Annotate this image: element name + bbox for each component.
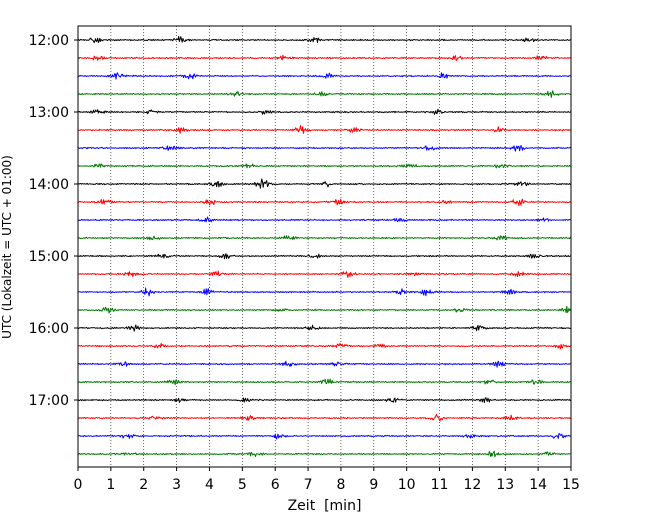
trace-1445 — [77, 235, 572, 241]
trace-1345 — [77, 163, 572, 169]
x-tick-label: 15 — [562, 477, 580, 493]
y-tick-label: 12:00 — [29, 33, 69, 49]
y-axis-label: UTC (Lokalzeit = UTC + 01:00) — [0, 155, 14, 339]
y-tick-label: 16:00 — [29, 321, 69, 337]
x-axis-ticks: 0 1 2 3 4 5 6 7 8 9 10 11 12 13 14 15 — [74, 467, 580, 493]
x-tick-label: 0 — [74, 477, 83, 493]
trace-1315 — [77, 125, 572, 134]
trace-1330 — [78, 145, 572, 152]
y-tick-label: 15:00 — [29, 249, 69, 265]
trace-1215 — [77, 54, 572, 61]
y-tick-label: 17:00 — [29, 393, 69, 409]
x-tick-label: 14 — [529, 477, 547, 493]
trace-1530 — [77, 287, 572, 297]
y-tick-label: 14:00 — [29, 177, 69, 193]
plot-frame — [77, 25, 572, 468]
trace-1615 — [77, 342, 572, 350]
x-tick-label: 5 — [238, 477, 247, 493]
x-tick-label: 1 — [106, 477, 115, 493]
x-tick-label: 2 — [139, 477, 148, 493]
trace-1715 — [77, 414, 572, 422]
x-tick-label: 3 — [172, 477, 181, 493]
y-tick-label: 13:00 — [29, 105, 69, 121]
x-tick-label: 13 — [496, 477, 514, 493]
trace-1400 — [77, 178, 572, 189]
x-tick-label: 6 — [271, 477, 280, 493]
trace-1200 — [77, 35, 572, 44]
trace-1645 — [77, 378, 572, 386]
trace-1300 — [77, 108, 572, 115]
trace-1545 — [77, 305, 572, 314]
x-tick-label: 10 — [398, 477, 416, 493]
trace-1230 — [77, 72, 572, 80]
x-tick-label: 11 — [431, 477, 449, 493]
trace-1730 — [77, 433, 572, 440]
trace-1245 — [77, 90, 572, 98]
trace-1515 — [77, 270, 572, 278]
trace-1600 — [77, 324, 572, 332]
seismogram-traces — [77, 35, 572, 458]
x-axis-label: Zeit [min] — [288, 498, 362, 514]
trace-1500 — [77, 253, 572, 260]
x-tick-label: 8 — [336, 477, 345, 493]
trace-1700 — [77, 397, 572, 404]
x-tick-label: 12 — [463, 477, 481, 493]
x-tick-label: 7 — [304, 477, 313, 493]
x-tick-label: 4 — [205, 477, 214, 493]
x-tick-label: 9 — [369, 477, 378, 493]
trace-1415 — [77, 198, 572, 207]
trace-1745 — [77, 450, 572, 458]
y-axis-ticks: 12:00 13:00 14:00 15:00 16:00 17:00 — [29, 33, 78, 409]
trace-1630 — [77, 360, 572, 368]
trace-1430 — [77, 216, 572, 223]
